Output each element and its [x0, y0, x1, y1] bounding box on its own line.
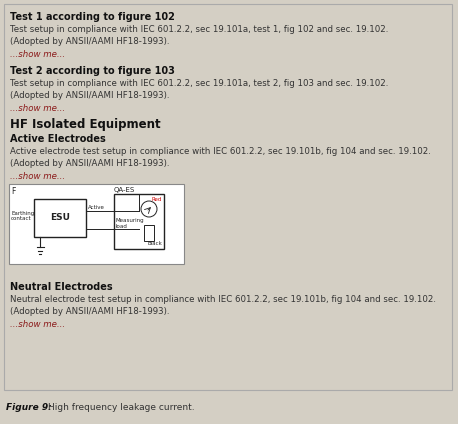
- Text: ...show me...: ...show me...: [10, 104, 65, 113]
- Text: Test 2 according to figure 103: Test 2 according to figure 103: [10, 66, 175, 76]
- Text: Test 1 according to figure 102: Test 1 according to figure 102: [10, 12, 175, 22]
- Text: Figure 9:: Figure 9:: [6, 403, 52, 412]
- Text: Black: Black: [147, 241, 162, 246]
- Bar: [34, 199, 86, 237]
- Text: High frequency leakage current.: High frequency leakage current.: [48, 403, 195, 412]
- Text: Active electrode test setup in compliance with IEC 601.2.2, sec 19.101b, fig 104: Active electrode test setup in complianc…: [10, 147, 431, 168]
- Text: ESU: ESU: [50, 214, 70, 223]
- Text: Earthing
contact: Earthing contact: [11, 211, 34, 221]
- Circle shape: [141, 201, 157, 217]
- Bar: [144, 225, 154, 241]
- Text: Measuring
load: Measuring load: [116, 218, 145, 229]
- Text: Test setup in compliance with IEC 601.2.2, sec 19.101a, test 2, fig 103 and sec.: Test setup in compliance with IEC 601.2.…: [10, 79, 388, 100]
- Text: ...show me...: ...show me...: [10, 320, 65, 329]
- Text: QA-ES: QA-ES: [114, 187, 135, 193]
- Text: F: F: [11, 187, 16, 196]
- Text: ...show me...: ...show me...: [10, 50, 65, 59]
- Text: Neutral Electrodes: Neutral Electrodes: [10, 282, 113, 292]
- Bar: [114, 194, 164, 249]
- Text: Red: Red: [152, 197, 162, 202]
- Text: Test setup in compliance with IEC 601.2.2, sec 19.101a, test 1, fig 102 and sec.: Test setup in compliance with IEC 601.2.…: [10, 25, 388, 47]
- Text: HF Isolated Equipment: HF Isolated Equipment: [10, 118, 161, 131]
- Text: Neutral electrode test setup in compliance with IEC 601.2.2, sec 19.101b, fig 10: Neutral electrode test setup in complian…: [10, 295, 436, 316]
- Bar: [9, 184, 184, 264]
- Text: Active: Active: [88, 205, 105, 210]
- Text: Active Electrodes: Active Electrodes: [10, 134, 106, 144]
- Text: ...show me...: ...show me...: [10, 172, 65, 181]
